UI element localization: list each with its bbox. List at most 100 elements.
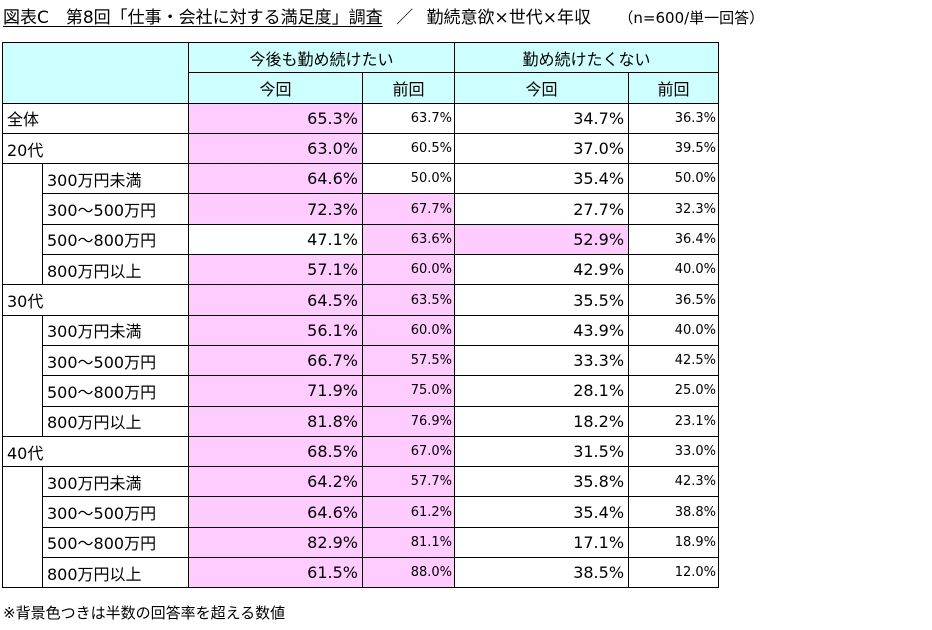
value-cell: 42.9% — [454, 254, 630, 286]
row-label: 全体 — [2, 102, 189, 134]
row-label: 20代 — [2, 132, 189, 165]
header-current-1: 今回 — [188, 72, 363, 104]
value-cell: 76.9% — [361, 405, 456, 437]
value-cell: 50.0% — [361, 163, 456, 195]
value-cell: 66.7% — [188, 344, 363, 377]
value-cell: 63.7% — [361, 102, 456, 134]
value-cell: 38.8% — [628, 496, 720, 528]
value-cell: 81.1% — [361, 526, 456, 559]
data-table: 今後も勤め続けたい 勤め続けたくない 今回 前回 今回 前回 全体 65.3% 63… — [2, 41, 720, 589]
header-previous-2: 前回 — [628, 72, 720, 104]
table-row: 500～800万円 82.9% 81.1% 17.1% 18.9% — [2, 526, 720, 559]
value-cell: 35.8% — [454, 466, 630, 498]
value-cell: 47.1% — [188, 223, 363, 256]
value-cell: 35.4% — [454, 496, 630, 528]
value-cell: 61.2% — [361, 496, 456, 528]
value-cell: 35.5% — [454, 284, 630, 316]
value-cell: 64.6% — [188, 496, 363, 528]
value-cell: 61.5% — [188, 557, 363, 589]
row-indent — [2, 315, 43, 346]
value-cell: 56.1% — [188, 314, 363, 346]
value-cell: 27.7% — [454, 193, 630, 225]
row-label: 500～800万円 — [42, 223, 189, 256]
row-indent — [2, 193, 43, 225]
value-cell: 63.6% — [361, 223, 456, 256]
value-cell: 72.3% — [188, 193, 363, 225]
value-cell: 57.5% — [361, 344, 456, 377]
value-cell: 33.3% — [454, 344, 630, 377]
value-cell: 68.5% — [188, 435, 363, 468]
table-row: 800万円以上 61.5% 88.0% 38.5% 12.0% — [2, 557, 720, 589]
value-cell: 35.4% — [454, 163, 630, 195]
value-cell: 28.1% — [454, 375, 630, 407]
value-cell: 67.0% — [361, 435, 456, 468]
row-indent — [2, 527, 43, 558]
value-cell: 31.5% — [454, 435, 630, 468]
value-cell: 81.8% — [188, 405, 363, 437]
value-cell: 60.0% — [361, 254, 456, 286]
value-cell: 12.0% — [628, 557, 720, 589]
value-cell: 60.5% — [361, 132, 456, 165]
row-indent — [2, 466, 43, 497]
row-label: 30代 — [2, 284, 189, 316]
row-label: 40代 — [2, 435, 189, 468]
value-cell: 25.0% — [628, 375, 720, 407]
header-group-continue: 今後も勤め続けたい — [187, 41, 456, 74]
row-label: 300～500万円 — [42, 496, 189, 528]
value-cell: 64.5% — [188, 284, 363, 316]
value-cell: 57.1% — [188, 254, 363, 286]
value-cell: 36.3% — [628, 102, 720, 134]
header-corner — [2, 42, 189, 104]
value-cell: 50.0% — [628, 163, 720, 195]
value-cell: 63.5% — [361, 284, 456, 316]
row-label: 500～800万円 — [42, 526, 189, 559]
row-indent — [2, 496, 43, 528]
value-cell: 52.9% — [454, 223, 630, 256]
table-row: 500～800万円 71.9% 75.0% 28.1% 25.0% — [2, 375, 720, 407]
value-cell: 39.5% — [628, 132, 720, 165]
row-label: 300万円未満 — [42, 314, 189, 346]
header-group-not-continue: 勤め続けたくない — [454, 41, 720, 74]
value-cell: 64.6% — [188, 163, 363, 195]
value-cell: 34.7% — [454, 102, 630, 134]
row-label: 800万円以上 — [42, 405, 189, 437]
row-label: 300～500万円 — [42, 193, 189, 225]
table-row: 800万円以上 81.8% 76.9% 18.2% 23.1% — [2, 405, 720, 437]
table-row: 20代 63.0% 60.5% 37.0% 39.5% — [2, 132, 720, 165]
value-cell: 18.2% — [454, 405, 630, 437]
table-row: 全体 65.3% 63.7% 34.7% 36.3% — [2, 102, 720, 134]
chart-title: 図表C 第8回「仕事・会社に対する満足度」調査 ／ 勤続意欲×世代×年収 （n=… — [3, 6, 764, 30]
value-cell: 60.0% — [361, 314, 456, 346]
header-current-2: 今回 — [454, 72, 630, 104]
table-row: 800万円以上 57.1% 60.0% 42.9% 40.0% — [2, 254, 720, 286]
value-cell: 65.3% — [188, 102, 363, 134]
row-label: 300万円未満 — [42, 163, 189, 195]
title-main: 図表C 第8回「仕事・会社に対する満足度」調査 — [3, 8, 383, 28]
row-label: 300万円未満 — [42, 466, 189, 498]
title-sub: 勤続意欲×世代×年収 — [426, 8, 592, 28]
value-cell: 42.5% — [628, 344, 720, 377]
value-cell: 67.7% — [361, 193, 456, 225]
row-indent — [2, 163, 43, 194]
value-cell: 75.0% — [361, 375, 456, 407]
table-body: 全体 65.3% 63.7% 34.7% 36.3% 20代 63.0% 60.5% 37.0%… — [2, 102, 720, 589]
title-note: （n=600/単一回答） — [618, 9, 765, 27]
value-cell: 88.0% — [361, 557, 456, 589]
value-cell: 57.7% — [361, 466, 456, 498]
value-cell: 23.1% — [628, 405, 720, 437]
value-cell: 43.9% — [454, 314, 630, 346]
value-cell: 40.0% — [628, 254, 720, 286]
table-row: 30代 64.5% 63.5% 35.5% 36.5% — [2, 284, 720, 316]
value-cell: 17.1% — [454, 526, 630, 559]
value-cell: 71.9% — [188, 375, 363, 407]
row-indent — [2, 375, 43, 407]
row-indent — [2, 557, 43, 589]
value-cell: 32.3% — [628, 193, 720, 225]
value-cell: 37.0% — [454, 132, 630, 165]
value-cell: 40.0% — [628, 314, 720, 346]
value-cell: 36.4% — [628, 223, 720, 256]
value-cell: 36.5% — [628, 284, 720, 316]
footnote: ※背景色つきは半数の回答率を超える数値 — [3, 604, 286, 622]
table-row: 300万円未満 56.1% 60.0% 43.9% 40.0% — [2, 314, 720, 346]
header-previous-1: 前回 — [361, 72, 456, 104]
